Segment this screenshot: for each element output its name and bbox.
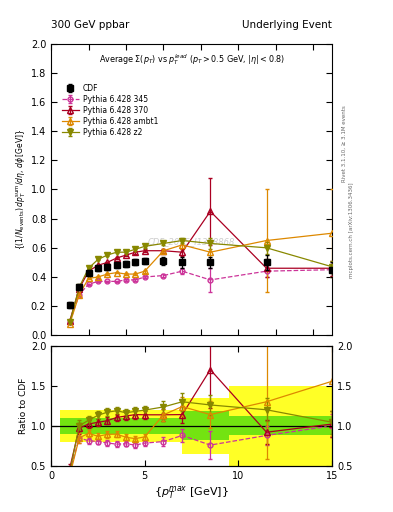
- Legend: CDF, Pythia 6.428 345, Pythia 6.428 370, Pythia 6.428 ambt1, Pythia 6.428 z2: CDF, Pythia 6.428 345, Pythia 6.428 370,…: [59, 81, 161, 140]
- Y-axis label: $\{(1/N_\mathrm{events})\,dp_T^\mathrm{sum}/d\eta,\,d\phi\,[\mathrm{GeV}]\}$: $\{(1/N_\mathrm{events})\,dp_T^\mathrm{s…: [15, 129, 28, 250]
- Text: Average $\Sigma(p_T)$ vs $p_T^{lead}$ ($p_T > 0.5$ GeV, $|\eta| < 0.8$): Average $\Sigma(p_T)$ vs $p_T^{lead}$ ($…: [99, 52, 285, 67]
- Text: 300 GeV ppbar: 300 GeV ppbar: [51, 20, 129, 31]
- Text: CDF_2015_I1388868: CDF_2015_I1388868: [148, 238, 235, 246]
- X-axis label: $\{p_T^{max}\ [\mathrm{GeV}]\}$: $\{p_T^{max}\ [\mathrm{GeV}]\}$: [154, 483, 229, 501]
- Text: Rivet 3.1.10, ≥ 3.1M events: Rivet 3.1.10, ≥ 3.1M events: [342, 105, 346, 182]
- Text: Underlying Event: Underlying Event: [242, 20, 332, 31]
- Y-axis label: Ratio to CDF: Ratio to CDF: [19, 377, 28, 434]
- Text: mcplots.cern.ch [arXiv:1306.3436]: mcplots.cern.ch [arXiv:1306.3436]: [349, 183, 354, 278]
